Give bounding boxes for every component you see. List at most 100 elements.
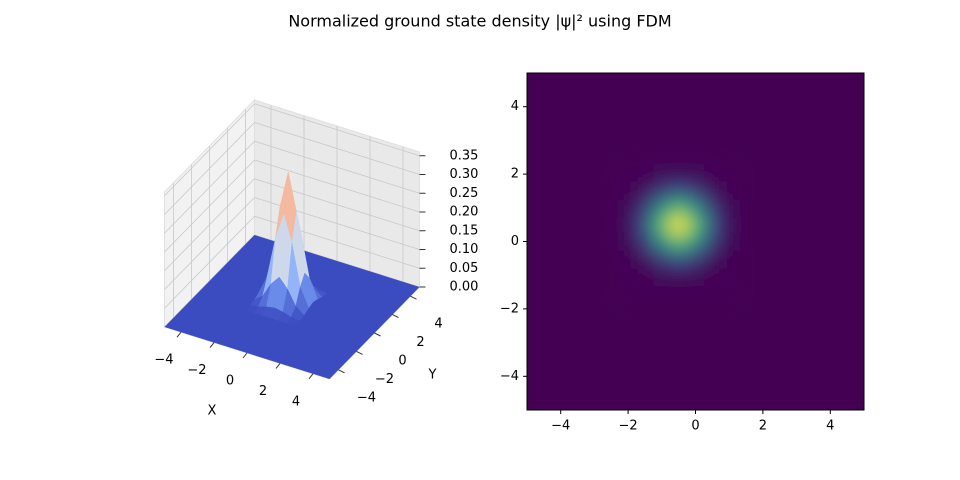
heatmap-cell: [720, 182, 739, 200]
grid-line: [254, 159, 420, 213]
grid-line: [254, 178, 420, 232]
heatmap-cell: [687, 249, 705, 268]
x-axis-label: X: [208, 404, 217, 419]
heatmap-cell: [687, 216, 705, 234]
grid-line: [254, 140, 420, 194]
grid-line: [164, 103, 255, 197]
heatmap-cell: [653, 283, 671, 301]
grid-line: [164, 159, 255, 253]
y-tick-label: −4: [357, 390, 376, 405]
heatmap-cell: [687, 199, 705, 217]
heatmap-cell: [636, 249, 654, 268]
heatmap-cells: [619, 165, 739, 301]
heatmap-cell: [653, 165, 671, 184]
heatmap-cell: [720, 266, 739, 285]
y-tick: [338, 369, 345, 374]
z-tick-label: 0.20: [450, 205, 479, 220]
heatmap-cell: [670, 199, 688, 217]
y-tick-label: 4: [434, 317, 442, 332]
heatmap-cell: [670, 249, 688, 268]
y-tick-label: 4: [511, 99, 519, 114]
heatmap-cell: [720, 233, 739, 251]
heatmap-cell: [619, 165, 638, 184]
heatmap-cell: [720, 216, 739, 234]
heatmap-cell: [636, 233, 654, 251]
x-tick: [176, 331, 182, 338]
grid-line: [164, 197, 255, 290]
heatmap-cell: [653, 233, 671, 251]
heatmap-cell: [720, 249, 739, 268]
y-tick-label: 0: [511, 234, 519, 249]
figure-title: Normalized ground state density |ψ|² usi…: [288, 12, 671, 31]
heatmap-cell: [703, 233, 722, 251]
y-tick-label: −2: [375, 372, 394, 387]
x-tick: [308, 373, 314, 380]
heatmap-cell: [619, 182, 638, 200]
heatmap-cell: [687, 283, 705, 301]
heatmap-cell: [670, 233, 688, 251]
grid-line: [164, 140, 255, 234]
z-tick-label: 0.00: [450, 280, 479, 295]
heatmap-cell: [670, 266, 688, 285]
heatmap-cell: [720, 283, 739, 301]
heatmap-cell: [653, 182, 671, 200]
x-tick-label: −4: [551, 419, 570, 434]
y-tick-label: 0: [398, 354, 406, 369]
heatmap-cell: [619, 266, 638, 285]
heatmap-cell: [619, 249, 638, 268]
z-tick-label: 0.30: [450, 167, 479, 182]
heatmap-cell: [703, 182, 722, 200]
heatmap-cell: [619, 216, 638, 234]
x-tick-label: −4: [154, 353, 173, 368]
heatmap-cell: [670, 283, 688, 301]
z-tick-label: 0.25: [450, 186, 479, 201]
heatmap-cell: [703, 266, 722, 285]
heatmap-cell: [720, 165, 739, 184]
heatmap-cell: [653, 216, 671, 234]
grid-line: [254, 122, 420, 175]
x-tick-label: −2: [187, 363, 206, 378]
heatmap-cell: [636, 182, 654, 200]
x-tick-label: 2: [759, 419, 767, 434]
x-tick: [242, 352, 248, 359]
y-axis-label: Y: [428, 368, 437, 383]
z-tick-label: 0.10: [450, 242, 479, 257]
surface-facet: [286, 316, 300, 327]
x-tick-label: 4: [826, 419, 834, 434]
x-tick-label: 2: [259, 384, 267, 399]
heatmap-cell: [687, 233, 705, 251]
x-tick: [275, 363, 281, 369]
y-tick-label: 2: [511, 167, 519, 182]
heatmap-cell: [703, 283, 722, 301]
heatmap-cell: [703, 199, 722, 217]
x-tick-label: 0: [691, 419, 699, 434]
heatmap-cell: [687, 182, 705, 200]
z-tick-label: 0.05: [450, 261, 479, 276]
heatmap-cell: [720, 199, 739, 217]
y-tick-label: 2: [416, 335, 424, 350]
heatmap-cell: [687, 266, 705, 285]
y-tick-label: −4: [500, 369, 519, 384]
heatmap-cell: [653, 199, 671, 217]
heatmap-cell: [670, 165, 688, 184]
grid-line: [164, 178, 255, 272]
y-tick: [392, 314, 399, 319]
heatmap-clip: [619, 165, 739, 301]
heatmap-cell: [636, 266, 654, 285]
heatmap-cell: [619, 199, 638, 217]
heatmap-cell: [687, 165, 705, 184]
y-tick-label: −2: [500, 301, 519, 316]
heatmap-cell: [670, 182, 688, 200]
heatmap-cell: [636, 216, 654, 234]
grid-line: [164, 215, 255, 309]
grid-line: [254, 103, 420, 157]
x-tick: [209, 342, 215, 348]
heatmap-cell: [703, 165, 722, 184]
heatmap-cell: [636, 283, 654, 301]
y-tick: [356, 350, 363, 355]
y-tick: [410, 295, 417, 300]
x-tick-label: −2: [619, 419, 638, 434]
heatmap-cell: [703, 249, 722, 268]
heatmap-cell: [653, 249, 671, 268]
